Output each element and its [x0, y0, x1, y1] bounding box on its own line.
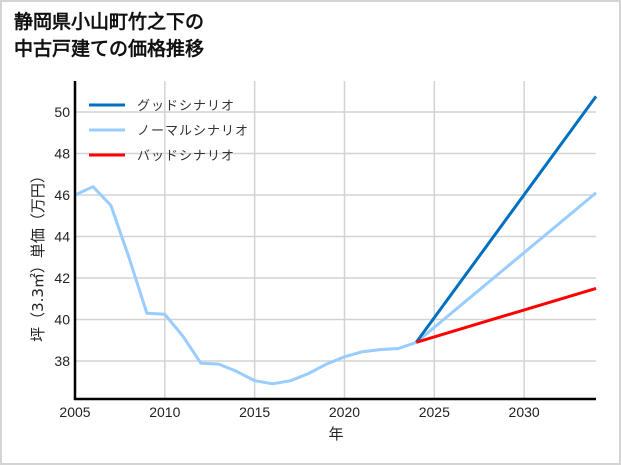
legend-label: バッドシナリオ: [137, 149, 235, 164]
series-line: [415, 95, 598, 344]
series-line: [415, 286, 597, 344]
x-tick-label: 2020: [329, 404, 360, 420]
chart-title-line2: 中古戸建ての価格推移: [14, 38, 205, 60]
tick-labels: 38 40 42 44 46 48 50 2005 2010 2015 2020 2025 2030: [54, 104, 539, 420]
axes: [73, 81, 596, 401]
data-series: [74, 95, 598, 386]
legend-item: グッドシナリオ: [89, 99, 235, 114]
y-tick-label: 40: [54, 312, 70, 328]
x-axis-label: 年: [328, 425, 343, 443]
y-tick-label: 42: [54, 270, 70, 286]
x-tick-label: 2015: [239, 404, 270, 420]
x-tick-label: 2030: [509, 404, 540, 420]
series-line: [74, 185, 597, 386]
gridlines: [74, 81, 596, 399]
y-tick-label: 44: [54, 229, 70, 245]
legend-label: ノーマルシナリオ: [137, 124, 249, 139]
y-tick-label: 50: [54, 104, 70, 120]
y-axis-label: 坪（3.3㎡）単価（万円）: [29, 168, 47, 342]
legend-label: グッドシナリオ: [137, 99, 235, 114]
chart-title: 静岡県小山町竹之下の 中古戸建ての価格推移: [14, 9, 204, 63]
x-tick-label: 2010: [149, 404, 180, 420]
legend-item: ノーマルシナリオ: [89, 124, 249, 139]
y-tick-label: 48: [54, 146, 70, 162]
y-tick-label: 38: [54, 353, 70, 369]
chart-title-line1: 静岡県小山町竹之下の: [14, 11, 205, 33]
x-tick-label: 2025: [419, 404, 450, 420]
y-tick-label: 46: [54, 187, 70, 203]
legend-item: バッドシナリオ: [89, 149, 235, 164]
x-tick-label: 2005: [59, 404, 90, 420]
